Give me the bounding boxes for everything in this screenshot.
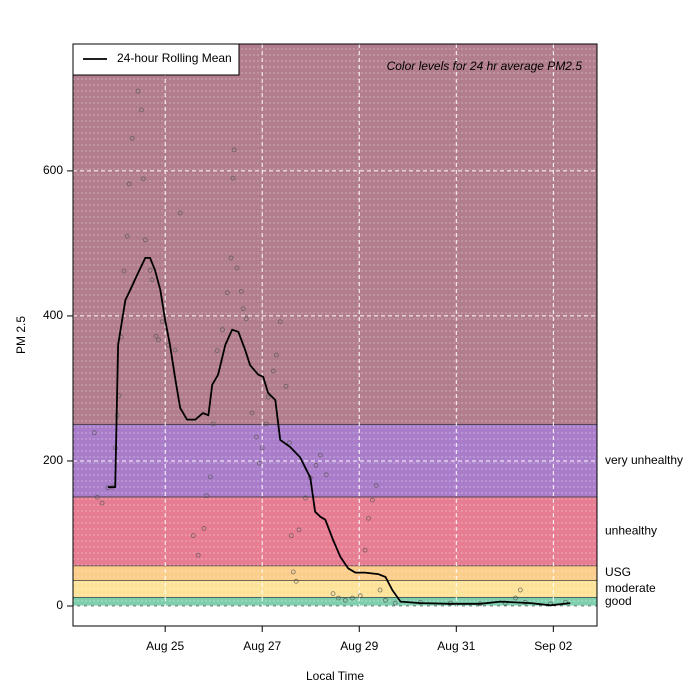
data-point <box>238 288 244 294</box>
data-point <box>293 578 299 584</box>
data-point <box>517 587 523 593</box>
data-point <box>99 500 105 506</box>
data-point <box>296 527 302 533</box>
data-point <box>249 410 255 416</box>
data-point <box>369 497 375 503</box>
data-point <box>350 595 355 601</box>
data-point <box>256 460 262 466</box>
y-axis-label: PM 2.5 <box>14 316 28 354</box>
data-point <box>204 493 209 499</box>
data-point <box>159 319 165 325</box>
band-label: USG <box>605 565 631 579</box>
data-point <box>253 434 259 440</box>
data-point <box>153 333 159 339</box>
data-point <box>139 107 144 113</box>
data-point <box>263 421 269 427</box>
data-point <box>383 597 388 603</box>
data-point <box>357 593 363 599</box>
data-point <box>303 495 308 501</box>
data-point <box>283 383 289 389</box>
data-point <box>342 597 348 603</box>
data-point <box>313 462 319 468</box>
data-point <box>330 591 336 597</box>
data-point <box>190 533 196 539</box>
band-label: moderate <box>605 581 656 595</box>
data-point <box>147 267 153 273</box>
data-point <box>140 176 146 182</box>
data-point <box>121 268 127 274</box>
data-point <box>228 255 234 261</box>
data-point <box>265 394 271 400</box>
x-tick-label: Aug 27 <box>243 639 281 653</box>
data-point <box>142 237 148 243</box>
data-point <box>234 265 240 271</box>
data-point <box>126 181 132 187</box>
texture <box>73 44 597 626</box>
data-point <box>259 445 265 451</box>
data-point <box>231 147 237 153</box>
data-point <box>207 474 213 480</box>
x-axis-label: Local Time <box>306 669 364 683</box>
data-point <box>94 494 100 500</box>
data-point <box>373 483 379 489</box>
data-point <box>362 547 368 553</box>
x-tick-label: Aug 29 <box>340 639 378 653</box>
data-point <box>129 135 135 141</box>
x-tick-label: Sep 02 <box>534 639 572 653</box>
band-label: good <box>605 594 632 608</box>
data-point <box>135 88 141 94</box>
data-point <box>124 233 130 239</box>
data-point <box>286 440 292 446</box>
legend-label: 24-hour Rolling Mean <box>117 51 232 65</box>
annotation: Color levels for 24 hr average PM2.5 <box>387 59 583 73</box>
data-point <box>210 421 216 427</box>
y-tick-label: 400 <box>43 308 63 322</box>
data-point <box>392 600 398 606</box>
x-tick-label: Aug 31 <box>437 639 475 653</box>
data-point <box>318 452 323 458</box>
data-point <box>288 533 294 539</box>
data-point <box>273 352 279 358</box>
data-point <box>224 290 230 296</box>
x-tick-label: Aug 25 <box>146 639 184 653</box>
data-point <box>149 277 155 283</box>
data-point <box>230 175 236 181</box>
data-point <box>366 515 371 521</box>
data-point <box>155 337 161 343</box>
data-point <box>290 569 296 575</box>
data-point <box>214 348 220 354</box>
data-point <box>220 327 225 333</box>
data-point <box>177 210 183 216</box>
data-point <box>240 306 246 312</box>
data-point <box>172 347 178 353</box>
data-point <box>243 316 249 322</box>
y-tick-label: 600 <box>43 163 63 177</box>
data-point <box>277 319 283 325</box>
data-point <box>91 430 97 436</box>
data-point <box>513 595 518 601</box>
band-label: unhealthy <box>605 524 657 538</box>
data-point <box>195 552 201 558</box>
data-point <box>323 472 329 478</box>
y-tick-label: 0 <box>56 598 63 612</box>
data-point <box>377 587 383 593</box>
band-label: very unhealthy <box>605 453 683 467</box>
rolling-mean-line <box>107 257 571 607</box>
data-point <box>201 525 207 531</box>
data-point <box>270 368 276 374</box>
plot-frame <box>72 43 598 627</box>
y-tick-label: 200 <box>43 453 63 467</box>
data-point <box>335 595 341 601</box>
